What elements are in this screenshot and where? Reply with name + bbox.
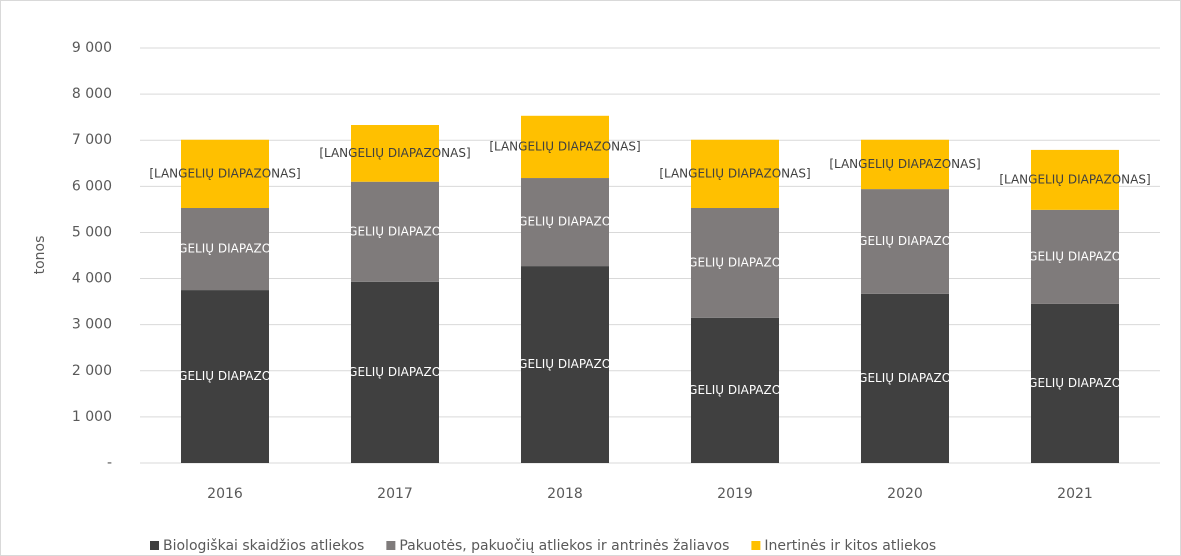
data-label: [LANGELIŲ DIAPAZONAS] — [829, 371, 980, 385]
bar-segment — [1031, 303, 1119, 463]
bar-segment — [1031, 209, 1119, 304]
x-tick-label: 2021 — [1057, 486, 1093, 502]
bar-segment — [691, 208, 779, 318]
legend-swatch — [751, 541, 761, 550]
data-label: [LANGELIŲ DIAPAZONAS] — [149, 166, 300, 180]
x-tick-label: 2020 — [887, 486, 923, 502]
y-tick-label: 2 000 — [72, 363, 112, 379]
data-label: [LANGELIŲ DIAPAZONAS] — [319, 365, 470, 379]
bar-segment — [691, 139, 779, 209]
legend-label: Pakuotės, pakuočių atliekos ir antrinės … — [399, 538, 729, 554]
data-label: [LANGELIŲ DIAPAZONAS] — [999, 172, 1150, 186]
bar-segment — [181, 208, 269, 291]
bar-segment — [1031, 149, 1119, 210]
bar-segment — [521, 178, 609, 267]
data-label: [LANGELIŲ DIAPAZONAS] — [319, 224, 470, 238]
data-label: [LANGELIŲ DIAPAZONAS] — [659, 166, 810, 180]
x-tick-label: 2017 — [377, 486, 413, 502]
y-tick-label: 3 000 — [72, 317, 112, 333]
data-label: [LANGELIŲ DIAPAZONAS] — [489, 357, 640, 371]
data-label: [LANGELIŲ DIAPAZONAS] — [999, 249, 1150, 263]
y-tick-label: 5 000 — [72, 224, 112, 240]
y-tick-label: 7 000 — [72, 132, 112, 148]
y-tick-label: 8 000 — [72, 86, 112, 102]
data-label: [LANGELIŲ DIAPAZONAS] — [659, 383, 810, 397]
data-label: [LANGELIŲ DIAPAZONAS] — [149, 242, 300, 256]
bar-segment — [181, 290, 269, 463]
bar-segment — [691, 317, 779, 463]
y-tick-label: 4 000 — [72, 271, 112, 287]
bar-segment — [861, 293, 949, 463]
bar-segment — [351, 181, 439, 282]
x-tick-label: 2018 — [547, 486, 583, 502]
bar-segment — [521, 115, 609, 179]
legend-label: Inertinės ir kitos atliekos — [764, 538, 936, 554]
data-label: [LANGELIŲ DIAPAZONAS] — [489, 215, 640, 229]
legend-swatch — [386, 541, 396, 550]
data-label: [LANGELIŲ DIAPAZONAS] — [319, 146, 470, 160]
data-label: [LANGELIŲ DIAPAZONAS] — [829, 234, 980, 248]
legend-label: Biologiškai skaidžios atliekos — [163, 538, 364, 554]
x-tick-label: 2019 — [717, 486, 753, 502]
y-tick-label: 9 000 — [72, 40, 112, 56]
data-label: [LANGELIŲ DIAPAZONAS] — [489, 139, 640, 153]
legend-swatch — [150, 541, 159, 550]
x-tick-label: 2016 — [207, 486, 243, 502]
bar-segment — [861, 189, 949, 294]
y-tick-label: 1 000 — [72, 409, 112, 425]
bar-segment — [351, 125, 439, 182]
y-axis-title: tonos — [32, 236, 48, 275]
y-tick-label: 6 000 — [72, 178, 112, 194]
bar-segment — [521, 266, 609, 463]
data-label: [LANGELIŲ DIAPAZONAS] — [149, 369, 300, 383]
bar-segment — [861, 139, 949, 190]
y-tick-label: - — [107, 455, 112, 471]
bar-segment — [351, 281, 439, 463]
bar-segment — [181, 139, 269, 209]
data-label: [LANGELIŲ DIAPAZONAS] — [999, 376, 1150, 390]
data-label: [LANGELIŲ DIAPAZONAS] — [659, 255, 810, 269]
data-label: [LANGELIŲ DIAPAZONAS] — [829, 157, 980, 171]
